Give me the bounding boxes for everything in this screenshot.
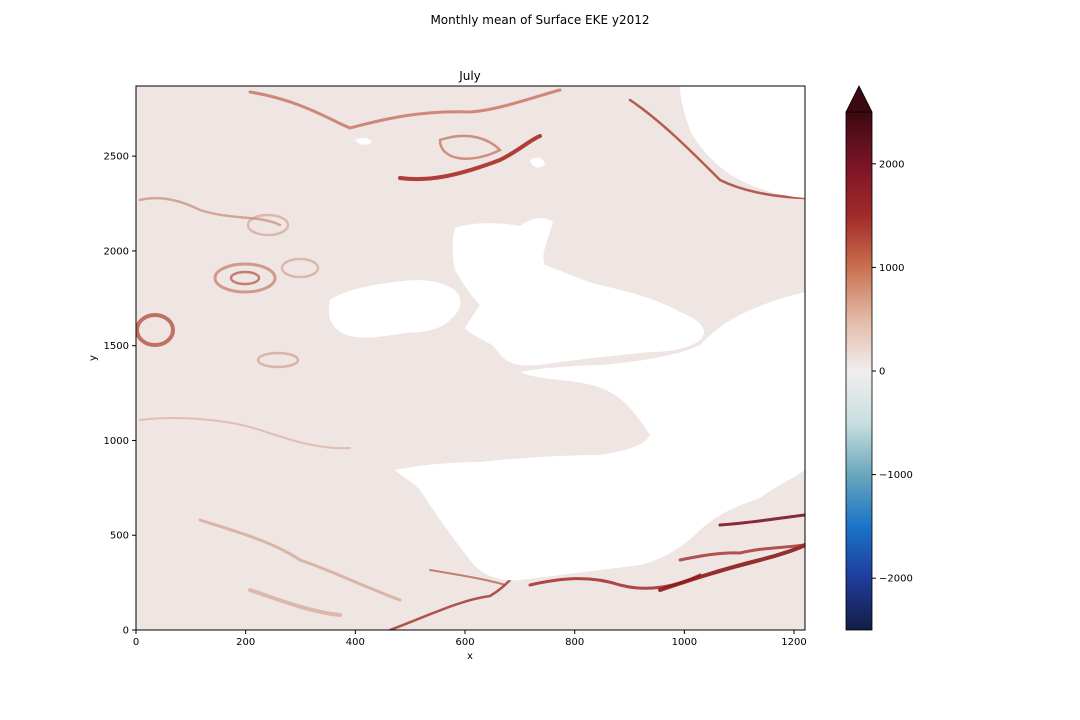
y-tick-label: 2000 <box>104 246 129 257</box>
x-tick-label: 1200 <box>781 637 806 648</box>
eke-streak <box>138 196 282 227</box>
eke-eddy <box>246 213 290 237</box>
x-tick-label: 600 <box>455 637 474 648</box>
eke-eddy <box>136 313 175 347</box>
eke-streak <box>718 513 805 527</box>
land-mask <box>328 86 805 581</box>
heatmap-area <box>135 85 806 631</box>
colorbar-ticks: −2000 −1000 0 1000 2000 <box>872 159 913 585</box>
y-axis: 0 500 1000 1500 2000 2500 <box>104 152 136 637</box>
x-tick-label: 200 <box>236 637 255 648</box>
y-tick-label: 2500 <box>104 152 129 163</box>
land-continent <box>395 160 805 581</box>
colorbar-tick-label: 2000 <box>879 159 904 170</box>
x-tick-label: 400 <box>346 637 365 648</box>
figure-suptitle: Monthly mean of Surface EKE y2012 <box>430 13 649 27</box>
eke-streak <box>248 88 562 130</box>
colorbar-body <box>845 111 873 631</box>
x-axis-label: x <box>467 651 473 662</box>
eke-eddy <box>229 270 261 286</box>
eke-eddy <box>280 257 320 279</box>
colorbar-extend-arrow <box>845 85 873 113</box>
x-tick-label: 1000 <box>672 637 697 648</box>
y-tick-label: 1000 <box>104 436 129 447</box>
field-layer <box>136 88 805 630</box>
colorbar-tick-label: −2000 <box>879 574 913 585</box>
eke-eddy <box>256 351 300 369</box>
colorbar: −2000 −1000 0 1000 2000 <box>845 85 913 631</box>
eke-streaks <box>136 88 805 630</box>
eke-streak <box>429 569 506 586</box>
eke-streak <box>248 588 342 617</box>
eke-streak <box>198 518 402 602</box>
eke-eddy <box>213 262 277 294</box>
x-tick-label: 800 <box>565 637 584 648</box>
axes-title: July <box>458 69 481 83</box>
colorbar-tick-label: 0 <box>879 367 885 378</box>
colorbar-tick-label: 1000 <box>879 263 904 274</box>
eke-streak <box>678 543 805 562</box>
land-scandinavia <box>680 86 805 198</box>
y-tick-label: 1500 <box>104 341 129 352</box>
y-tick-label: 0 <box>123 626 129 637</box>
x-tick-label: 0 <box>133 637 139 648</box>
y-tick-label: 500 <box>110 531 129 542</box>
land-ireland <box>328 280 461 338</box>
eke-streak <box>628 98 805 200</box>
axes-frame <box>135 85 806 631</box>
eke-streak <box>658 543 805 592</box>
land-great-britain <box>452 218 704 366</box>
eke-streak <box>139 417 351 450</box>
eke-streak <box>398 134 542 182</box>
colorbar-tick-label: −1000 <box>879 470 913 481</box>
x-axis: 0 200 400 600 800 1000 1200 <box>133 630 807 648</box>
y-axis-label: y <box>88 355 99 361</box>
eke-streak <box>438 134 503 160</box>
